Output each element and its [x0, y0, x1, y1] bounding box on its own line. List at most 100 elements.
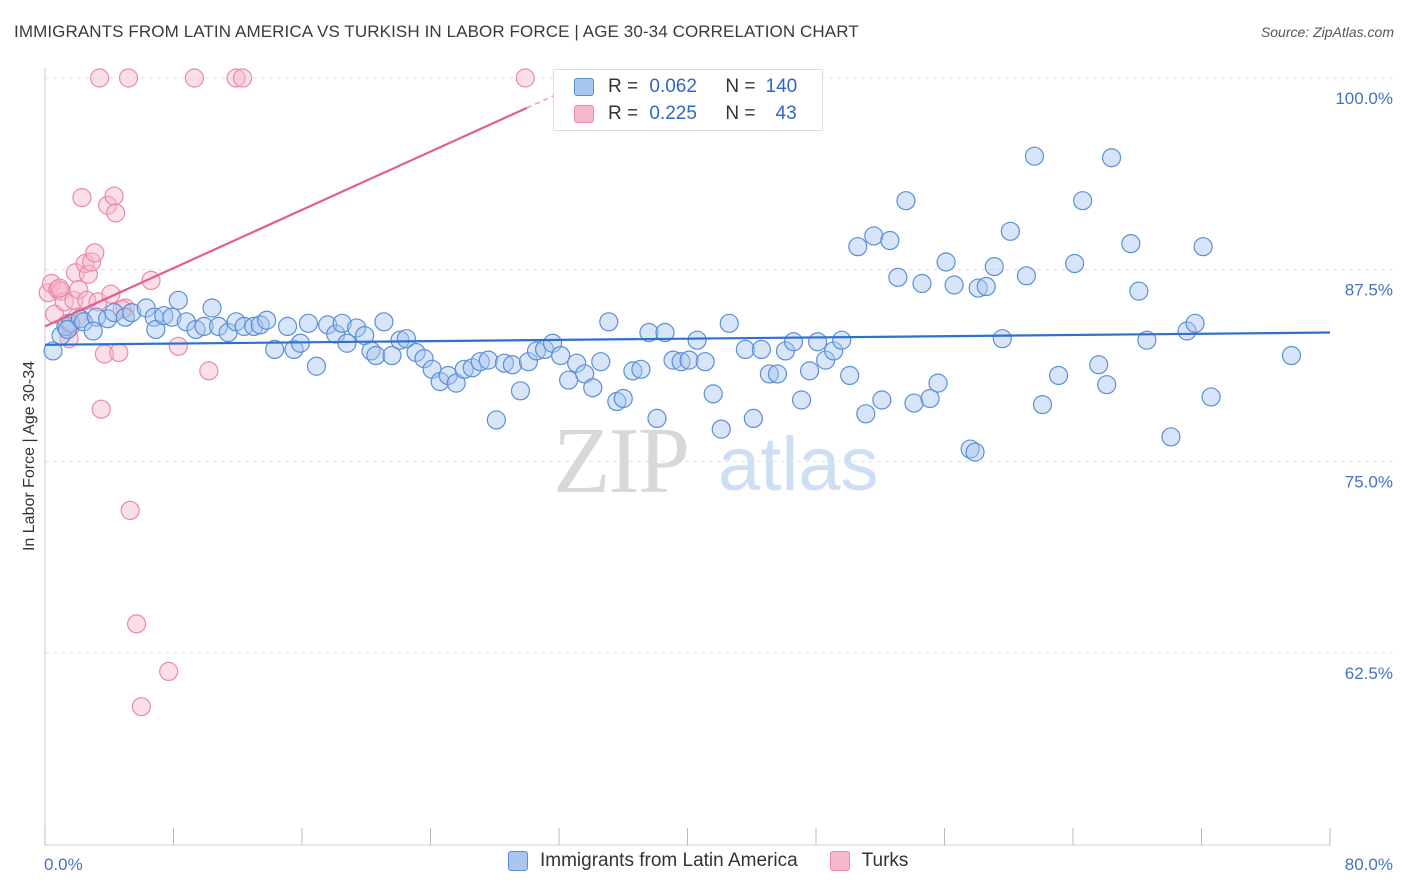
point-latin-america: [347, 318, 367, 338]
legend-label: Immigrants from Latin America: [540, 850, 798, 871]
point-latin-america: [599, 312, 619, 332]
point-turks: [184, 68, 204, 88]
point-latin-america: [510, 381, 531, 401]
point-latin-america: [43, 341, 63, 361]
point-latin-america: [783, 332, 804, 352]
series-latin-america: [43, 146, 1302, 462]
point-latin-america: [470, 352, 490, 372]
point-latin-america: [486, 410, 506, 430]
point-latin-america: [687, 330, 707, 350]
point-latin-america: [396, 329, 417, 349]
point-turks: [90, 68, 110, 88]
point-latin-america: [583, 378, 603, 398]
point-latin-america: [1073, 191, 1093, 211]
point-turks: [49, 278, 70, 298]
point-latin-america: [735, 339, 755, 359]
point-latin-america: [767, 364, 788, 384]
trend-lines: [44, 92, 1331, 346]
n-value: 140: [765, 76, 798, 97]
point-turks: [75, 253, 95, 274]
point-latin-america: [928, 373, 948, 393]
x-tick-labels: 0.0% 80.0%: [44, 855, 1393, 874]
point-latin-america: [703, 384, 723, 404]
r-value: 0.225: [649, 103, 697, 124]
point-latin-america: [1016, 266, 1037, 286]
point-latin-america: [518, 352, 539, 372]
point-latin-america: [976, 276, 996, 297]
point-latin-america: [83, 321, 103, 341]
point-turks: [120, 500, 140, 520]
point-latin-america: [162, 307, 182, 327]
point-latin-america: [567, 353, 587, 373]
watermark-zip: ZIP: [553, 409, 688, 513]
point-latin-america: [663, 350, 683, 370]
point-latin-america: [1000, 221, 1020, 241]
point-latin-america: [1097, 375, 1117, 395]
point-latin-america: [414, 349, 434, 369]
point-latin-america: [1032, 395, 1053, 415]
point-latin-america: [234, 316, 254, 336]
point-latin-america: [719, 313, 739, 333]
point-latin-america: [1161, 427, 1181, 447]
series-turks: [38, 68, 535, 717]
point-turks: [226, 68, 246, 88]
point-latin-america: [1281, 345, 1302, 366]
point-latin-america: [984, 257, 1004, 277]
series-legend: Immigrants from Latin America Turks: [508, 850, 940, 872]
n-value: 43: [775, 103, 797, 124]
point-latin-america: [864, 226, 884, 246]
y-tick-labels: 62.5% 75.0% 87.5% 100.0%: [1335, 89, 1393, 683]
point-latin-america: [1137, 330, 1157, 350]
point-latin-america: [695, 352, 715, 372]
point-latin-america: [896, 191, 916, 211]
point-latin-america: [1048, 365, 1069, 386]
point-latin-america: [332, 313, 352, 333]
point-latin-america: [920, 388, 940, 409]
y-axis-title: In Labor Force | Age 30-34: [21, 361, 38, 551]
legend-swatch-pink: [829, 851, 850, 871]
watermark-atlas: atlas: [718, 422, 879, 507]
point-latin-america: [382, 345, 402, 366]
x-tick-label-max: 80.0%: [1345, 855, 1393, 874]
point-latin-america: [202, 298, 222, 318]
point-latin-america: [880, 230, 900, 251]
point-turks: [106, 203, 126, 223]
point-latin-america: [912, 273, 932, 294]
point-latin-america: [872, 390, 892, 410]
y-tick-label: 75.0%: [1345, 472, 1393, 491]
point-latin-america: [502, 355, 523, 375]
point-latin-america: [390, 330, 410, 350]
point-turks: [131, 697, 151, 717]
point-latin-america: [122, 303, 142, 323]
point-latin-america: [337, 333, 357, 353]
trend-line-turks: [44, 106, 528, 328]
point-latin-america: [265, 339, 285, 359]
point-turks: [85, 243, 105, 263]
point-latin-america: [936, 252, 956, 272]
watermark: ZIP atlas: [553, 409, 879, 513]
point-turks: [109, 342, 129, 363]
point-turks: [91, 399, 111, 419]
point-latin-america: [791, 390, 812, 410]
y-tick-label: 87.5%: [1345, 281, 1393, 300]
stats-legend-row-latin-america: R = 0.062 N = 140: [574, 74, 797, 100]
stats-legend-row-turks: R = 0.225 N = 43: [574, 101, 797, 127]
point-latin-america: [208, 316, 229, 336]
legend-item-latin-america[interactable]: Immigrants from Latin America: [508, 850, 798, 872]
y-tick-label: 100.0%: [1335, 89, 1393, 108]
legend-swatch-blue: [574, 78, 594, 96]
point-latin-america: [551, 345, 571, 366]
point-latin-america: [965, 442, 985, 462]
point-latin-america: [1024, 146, 1045, 166]
point-latin-america: [176, 312, 196, 332]
point-latin-america: [1193, 237, 1213, 257]
point-latin-america: [1129, 281, 1149, 301]
x-tick-label-min: 0.0%: [44, 855, 83, 874]
point-latin-america: [968, 278, 988, 298]
point-latin-america: [591, 352, 611, 372]
point-latin-america: [759, 364, 780, 384]
legend-item-turks[interactable]: Turks: [829, 850, 908, 872]
point-latin-america: [743, 408, 763, 428]
point-turks: [232, 68, 253, 88]
